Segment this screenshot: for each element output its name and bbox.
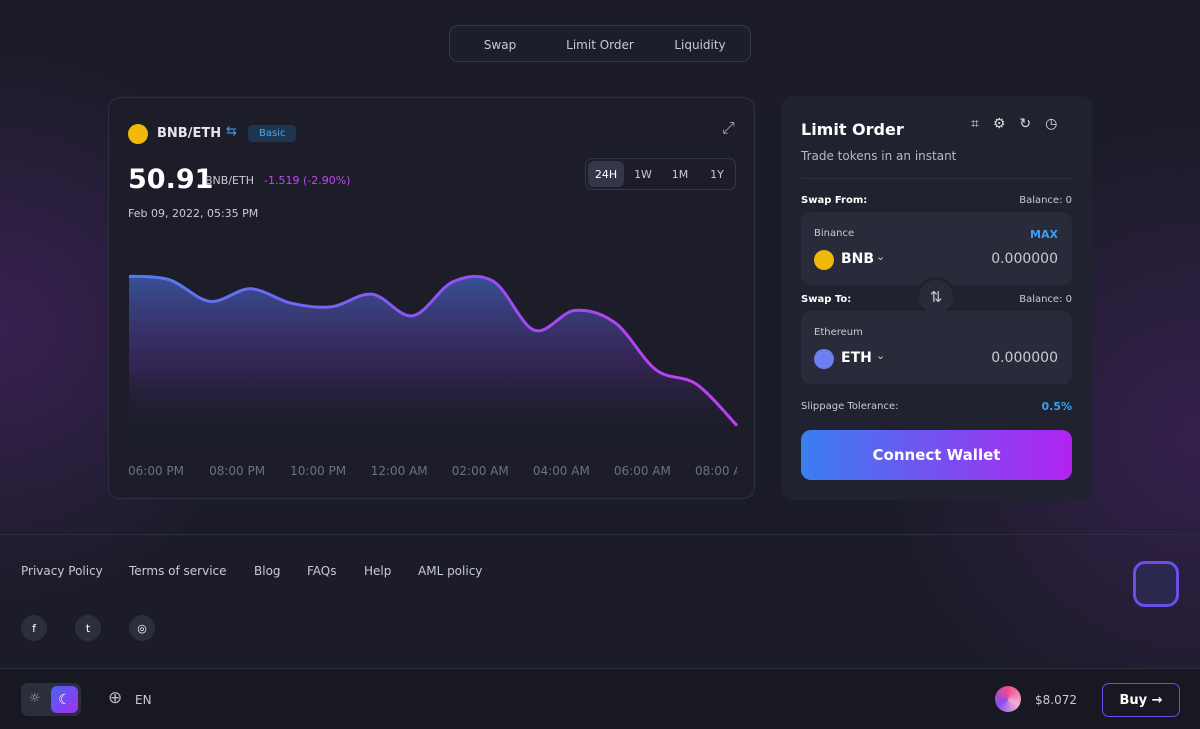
footer-link[interactable]: Help	[364, 564, 392, 578]
buy-button[interactable]: Buy →	[1102, 683, 1180, 717]
swap-icon[interactable]: ⇆	[226, 124, 237, 139]
to-chain: Ethereum	[814, 327, 863, 338]
range-button[interactable]: 1Y	[710, 167, 724, 181]
tab[interactable]: Swap	[483, 37, 517, 52]
chart: 06:00 PM 08:00 PM 10:00 PM 12:00 AM 02:00 AM…	[128, 274, 752, 478]
area	[129, 276, 737, 441]
x-tick-label: 10:00 PM	[290, 464, 346, 478]
toolbar-icons[interactable]: ⌗⚙↻◷	[971, 116, 1072, 132]
from-amount[interactable]: 0.000000	[991, 251, 1058, 267]
buy-label: Buy	[1119, 692, 1148, 708]
x-tick-label: 12:00 AM	[371, 464, 428, 478]
tab-bar: Swap Limit Order Liquidity	[449, 25, 751, 62]
x-axis: 06:00 PM 08:00 PM 10:00 PM 12:00 AM 02:00 AM…	[128, 464, 752, 478]
chevron: ⌄	[876, 349, 886, 362]
order-subtitle: Trade tokens in an instant	[801, 149, 957, 163]
sun-icon: ☼	[29, 691, 41, 706]
footer-link[interactable]: FAQs	[307, 564, 337, 578]
from-chain: Binance	[814, 228, 855, 239]
expand-icon[interactable]: ⤢	[722, 118, 735, 137]
x-tick-label: 06:00 AM	[614, 464, 671, 478]
order-card: Limit Order Trade tokens in an instant ⌗…	[781, 96, 1092, 500]
from-label: Swap From:	[801, 195, 868, 206]
to-box: Ethereum ETH ⌄ 0.000000	[801, 311, 1072, 384]
price-change: -1.519 (-2.90%)	[264, 174, 351, 187]
line	[128, 274, 739, 427]
range-button[interactable]: 1M	[671, 167, 689, 181]
connect-wallet-button[interactable]: Connect Wallet	[801, 430, 1072, 480]
theme-toggle[interactable]: ☼ ☾	[21, 683, 81, 716]
x-tick-label: 06:00 PM	[128, 464, 184, 478]
date: Feb 09, 2022, 05:35 PM	[128, 207, 259, 220]
max-button[interactable]: MAX	[1030, 228, 1058, 241]
range-selector	[585, 158, 736, 190]
range-button[interactable]: 24H	[588, 161, 624, 187]
order-title: Limit Order	[801, 120, 904, 139]
to-token[interactable]: ETH	[841, 350, 872, 366]
x-tick-label: 02:00 AM	[452, 464, 509, 478]
divider	[0, 534, 1200, 535]
moon-icon: ☾	[51, 686, 78, 713]
logo	[1133, 561, 1179, 607]
footer-link[interactable]: Terms of service	[129, 564, 227, 578]
chart-card: BNB/ETH ⇆ Basic ⤢ 50.91 BNB/ETH -1.519 (…	[108, 97, 755, 499]
token-price: $8.072	[1035, 693, 1077, 707]
chevron: ⌄	[876, 250, 886, 263]
footer-link[interactable]: AML policy	[418, 564, 483, 578]
token-icon	[995, 686, 1021, 712]
price: 50.91	[128, 164, 214, 195]
language[interactable]: EN	[135, 693, 152, 707]
from-box: Binance MAX BNB ⌄ 0.000000	[801, 212, 1072, 285]
footer-link[interactable]: Privacy Policy	[21, 564, 103, 578]
globe-icon[interactable]: ⊕	[108, 688, 123, 708]
bnb-icon	[814, 250, 834, 270]
badge: Basic	[248, 125, 297, 142]
tab[interactable]: Limit Order	[566, 37, 634, 52]
twitter-icon[interactable]: t	[75, 615, 101, 641]
from-balance: Balance: 0	[1019, 195, 1072, 206]
pair: BNB/ETH	[157, 126, 222, 141]
eth-icon	[814, 349, 834, 369]
range-button[interactable]: 1W	[634, 167, 652, 181]
x-tick-label: 04:00 AM	[533, 464, 590, 478]
to-amount[interactable]: 0.000000	[991, 350, 1058, 366]
facebook-icon[interactable]: f	[21, 615, 47, 641]
footer-link[interactable]: Blog	[254, 564, 281, 578]
divider	[801, 178, 1072, 179]
from-token[interactable]: BNB	[841, 251, 875, 267]
to-balance: Balance: 0	[1019, 294, 1072, 305]
tab[interactable]: Liquidity	[674, 37, 726, 52]
bnb-icon	[128, 124, 148, 144]
slippage[interactable]: 0.5%	[1041, 400, 1072, 413]
x-tick-label: 08:00 PM	[209, 464, 265, 478]
price-unit: BNB/ETH	[205, 174, 254, 187]
slippage-label: Slippage Tolerance:	[801, 401, 899, 412]
x-tick-label: 08:00 AM	[695, 464, 752, 478]
instagram-icon[interactable]: ◎	[129, 615, 155, 641]
to-label: Swap To:	[801, 294, 852, 305]
